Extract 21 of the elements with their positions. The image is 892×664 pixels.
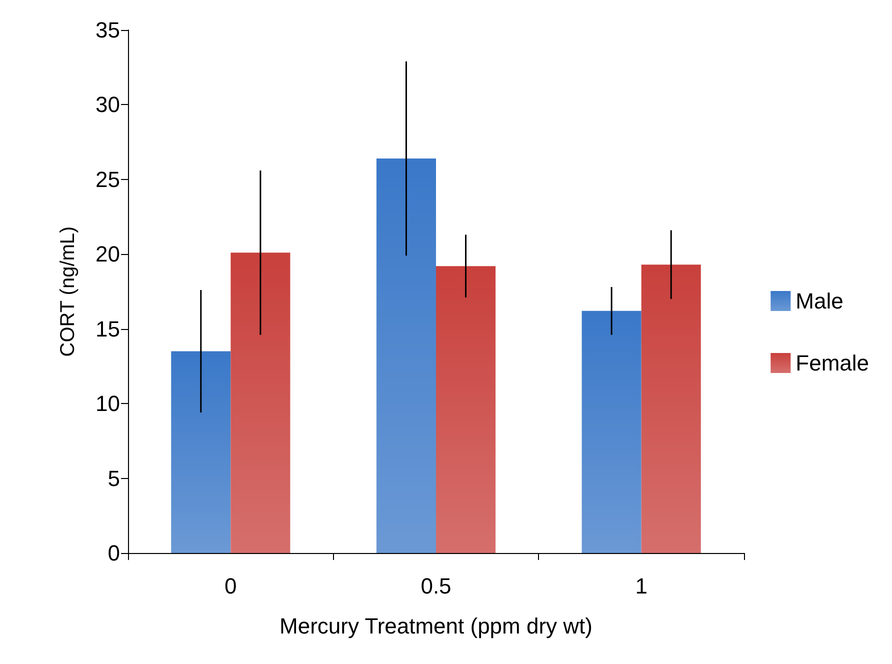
bar: [230, 252, 290, 553]
y-tick-label: 20: [96, 242, 120, 267]
y-tick-label: 5: [108, 466, 120, 491]
y-tick-label: 10: [96, 391, 120, 416]
y-tick-label: 35: [96, 18, 120, 42]
bar: [436, 266, 496, 553]
y-tick-label: 15: [96, 316, 120, 342]
x-tick-label: 1: [635, 574, 648, 598]
y-tick-label: 0: [108, 540, 120, 566]
bar: [582, 310, 642, 553]
bar: [171, 351, 231, 553]
y-tick-label: 25: [96, 166, 120, 192]
legend-label: Female: [796, 350, 869, 376]
legend-label: Male: [796, 288, 844, 314]
y-tick-label: 30: [96, 92, 120, 118]
x-tick-label: 0: [224, 574, 237, 598]
x-tick-label: 0.5: [420, 574, 452, 598]
bar: [376, 158, 436, 553]
bar: [641, 264, 701, 553]
x-axis-title: Mercury Treatment (ppm dry wt): [280, 614, 592, 638]
y-axis-title: CORT (ng/mL): [57, 226, 79, 357]
